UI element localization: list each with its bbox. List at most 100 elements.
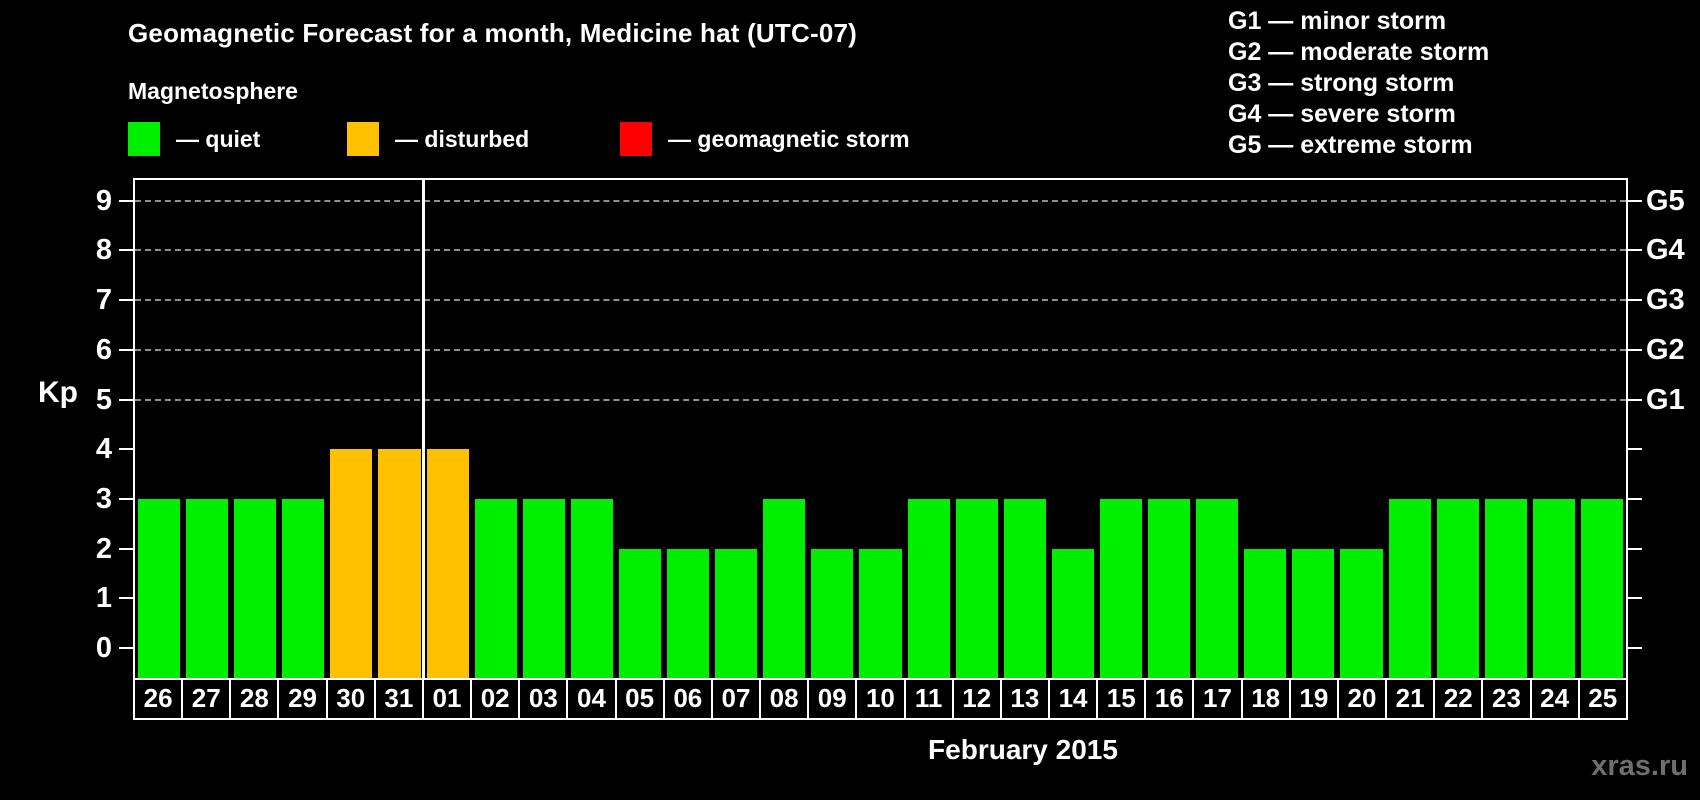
day-label-cell: 21 <box>1385 678 1436 720</box>
bar-day-02 <box>474 498 517 678</box>
y-axis-tick-right <box>1628 348 1642 351</box>
day-label-cell: 22 <box>1433 678 1484 720</box>
x-axis-title: February 2015 <box>928 734 1118 765</box>
bar-day-22 <box>1436 498 1479 678</box>
y-axis-tick-right <box>1628 497 1642 500</box>
day-label-cell: 07 <box>710 678 762 720</box>
day-label-cell: 02 <box>470 678 521 720</box>
bar-day-16 <box>1148 498 1191 678</box>
bar-day-08 <box>763 498 806 678</box>
day-label-cell: 17 <box>1192 678 1243 720</box>
bar-day-18 <box>1244 548 1287 678</box>
day-label-cell: 28 <box>229 678 280 720</box>
bar-day-13 <box>1003 498 1046 678</box>
g-scale-legend-line-g1: G1 — minor storm <box>1228 7 1447 35</box>
page-title: Geomagnetic Forecast for a month, Medici… <box>128 18 857 48</box>
y-axis-tick-right <box>1628 547 1642 550</box>
bar-day-30 <box>330 449 373 678</box>
bar-day-17 <box>1196 498 1239 678</box>
disturbed-color-swatch <box>347 122 379 156</box>
y-axis-tick-label: 9 <box>95 184 112 217</box>
y-axis-tick-left <box>119 647 133 649</box>
y-axis-tick-right <box>1628 398 1642 401</box>
y-axis-tick-label: 0 <box>95 632 112 664</box>
magnetosphere-label: Magnetosphere <box>128 78 298 104</box>
y-axis-tick-label: 2 <box>95 532 112 565</box>
bar-day-28 <box>234 498 277 678</box>
bar-day-11 <box>907 498 950 678</box>
month-boundary-line <box>422 180 426 678</box>
day-label-cell: 12 <box>951 678 1002 720</box>
g-axis-label-g3: G3 <box>1646 284 1685 317</box>
day-label-cell: 24 <box>1529 678 1580 720</box>
y-axis-tick-left <box>119 398 133 401</box>
day-label-cell: 01 <box>421 678 473 720</box>
y-axis-tick-left <box>119 249 133 252</box>
g-scale-legend-line-g5: G5 — extreme storm <box>1228 131 1473 159</box>
day-label-cell: 15 <box>1096 678 1147 720</box>
day-label-cell: 19 <box>1288 678 1339 720</box>
storm-color-swatch <box>620 122 652 156</box>
g-scale-legend-line-g4: G4 — severe storm <box>1228 100 1456 128</box>
y-axis-tick-right <box>1628 249 1642 252</box>
y-axis-tick-right <box>1628 647 1642 649</box>
day-label-cell: 08 <box>759 678 810 720</box>
bar-day-01 <box>426 449 469 678</box>
y-axis-tick-right <box>1628 448 1642 451</box>
y-axis-tick-left <box>119 348 133 351</box>
g-scale-legend-line-g3: G3 — strong storm <box>1228 69 1455 97</box>
watermark: xras.ru <box>1591 750 1688 782</box>
bar-day-09 <box>811 548 854 678</box>
g-axis-label-g4: G4 <box>1646 234 1685 267</box>
y-axis-tick-label: 3 <box>95 482 112 515</box>
y-axis-tick-label: 1 <box>95 582 112 615</box>
legend-item-disturbed: — disturbed <box>347 122 529 156</box>
legend-item-quiet: — quiet <box>128 122 260 156</box>
day-label-cell: 04 <box>566 678 617 720</box>
bar-day-10 <box>859 548 902 678</box>
day-label-cell: 25 <box>1577 678 1628 720</box>
bar-day-31 <box>378 449 421 678</box>
legend-label-storm: — geomagnetic storm <box>668 125 910 152</box>
bar-day-15 <box>1099 498 1143 678</box>
bar-day-06 <box>667 548 710 678</box>
bar-day-05 <box>618 548 662 678</box>
day-label-cell: 09 <box>807 678 858 720</box>
day-label-cell: 27 <box>181 678 232 720</box>
bar-day-07 <box>715 548 758 678</box>
y-axis-tick-left <box>119 597 133 600</box>
gridline-kp5 <box>135 398 1626 401</box>
day-label-cell: 29 <box>277 678 328 720</box>
day-label-cell: 10 <box>855 678 906 720</box>
y-axis-tick-label: 4 <box>95 433 112 466</box>
bar-day-03 <box>522 498 565 678</box>
g-scale-legend: G1 — minor storm G2 — moderate storm G3 … <box>1228 6 1489 161</box>
bar-day-04 <box>570 498 613 678</box>
day-label-cell: 23 <box>1481 678 1532 720</box>
gridline-kp9 <box>135 199 1626 202</box>
x-axis-day-labels: 26 27 28 29 30 31 01 02 03 04 05 06 07 08 09 10 11 12 13 14… <box>133 678 1628 720</box>
bar-day-12 <box>955 498 998 678</box>
day-label-cell: 11 <box>903 678 954 720</box>
day-label-cell: 30 <box>325 678 376 720</box>
y-axis-tick-left <box>119 547 133 550</box>
day-label-cell: 13 <box>999 678 1050 720</box>
day-label-cell: 26 <box>133 678 184 720</box>
day-label-cell: 16 <box>1144 678 1195 720</box>
bar-day-26 <box>138 498 181 678</box>
g-scale-legend-line-g2: G2 — moderate storm <box>1228 38 1490 66</box>
y-axis-tick-label: 8 <box>95 234 112 267</box>
day-label-cell: 20 <box>1336 678 1388 720</box>
y-axis-tick-left <box>119 448 133 451</box>
day-label-cell: 05 <box>614 678 665 720</box>
day-label-cell: 03 <box>518 678 569 720</box>
y-axis-tick-left <box>119 299 133 302</box>
y-axis-tick-left <box>119 199 133 202</box>
legend-label-quiet: — quiet <box>176 125 261 152</box>
y-axis-tick-right <box>1628 199 1642 202</box>
day-label-cell: 06 <box>662 678 713 720</box>
y-axis-tick-right <box>1628 597 1642 600</box>
bar-day-29 <box>282 498 325 678</box>
quiet-color-swatch <box>128 122 160 156</box>
bar-day-23 <box>1484 498 1527 678</box>
